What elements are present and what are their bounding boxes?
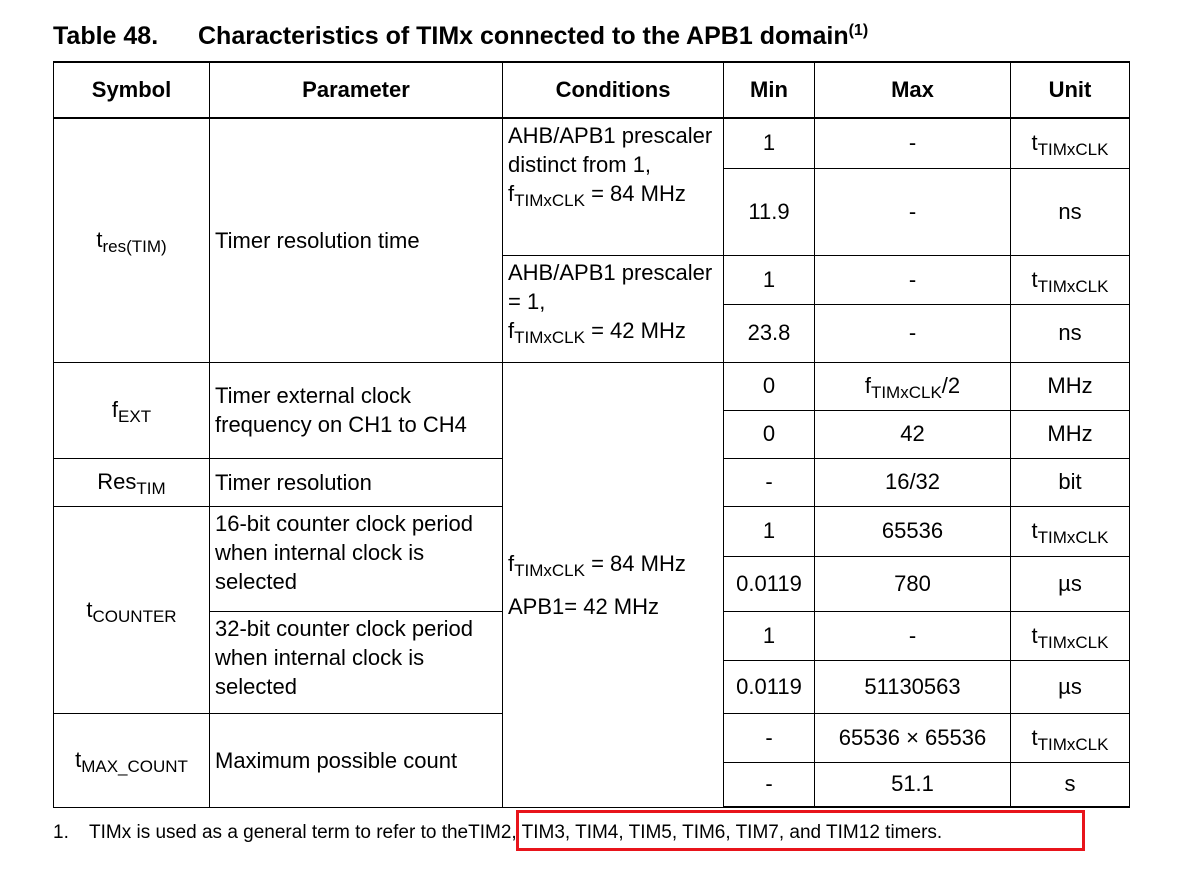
table-caption: Table 48. Characteristics of TIMx connect… xyxy=(53,22,868,51)
header-conditions: Conditions xyxy=(502,61,724,119)
max-cell: 780 xyxy=(814,555,1011,612)
shared-conditions-cell: fTIMxCLK = 84 MHz APB1= 42 MHz xyxy=(502,361,724,808)
footnote-ref: (1) xyxy=(848,22,869,39)
min-cell: 1 xyxy=(723,505,815,557)
min-cell: 1 xyxy=(723,610,815,661)
header-unit: Unit xyxy=(1010,61,1130,119)
header-symbol: Symbol xyxy=(53,61,210,119)
symbol-cell: tMAX_COUNT xyxy=(53,712,210,808)
table-row: 0.0119 51130563 µs xyxy=(54,659,1130,714)
symbol-cell: tCOUNTER xyxy=(53,505,210,714)
unit-cell: bit xyxy=(1010,457,1130,507)
min-cell: 1 xyxy=(723,117,815,169)
max-cell: - xyxy=(814,303,1011,363)
parameter-cell: Timer external clock frequency on CH1 to… xyxy=(209,361,503,459)
unit-cell: µs xyxy=(1010,555,1130,612)
parameter-cell: 16-bit counter clock period when interna… xyxy=(209,505,503,612)
table-row: tMAX_COUNT Maximum possible count - 6553… xyxy=(53,712,1130,808)
header-min: Min xyxy=(723,61,815,119)
max-cell: 51.1 xyxy=(814,761,1011,808)
max-cell: - xyxy=(814,610,1011,661)
min-cell: - xyxy=(723,761,815,808)
max-cell: - xyxy=(814,117,1011,169)
table-number: Table 48. xyxy=(53,22,159,50)
table-row: 0 42 MHz xyxy=(54,409,1130,459)
footnote-text: TIMx is used as a general term to refer … xyxy=(89,822,469,843)
unit-cell: MHz xyxy=(1010,409,1130,459)
table-row: 11.9 - ns xyxy=(54,167,1130,256)
min-cell: - xyxy=(723,457,815,507)
symbol-cell: tres(TIM) xyxy=(53,117,210,363)
max-cell: 65536 xyxy=(814,505,1011,557)
unit-cell: tTIMxCLK xyxy=(1010,254,1130,305)
table-row: AHB/APB1 prescaler = 1, fTIMxCLK = 42 MHz… xyxy=(54,254,1130,363)
min-cell: 0.0119 xyxy=(723,555,815,612)
unit-cell: tTIMxCLK xyxy=(1010,117,1130,169)
unit-cell: tTIMxCLK xyxy=(1010,505,1130,557)
header-row: Symbol Parameter Conditions Min Max Unit xyxy=(53,61,1130,119)
footnote: 1. TIMx is used as a general term to refe… xyxy=(53,822,942,844)
conditions-cell: AHB/APB1 prescaler = 1, fTIMxCLK = 42 MHz xyxy=(502,254,724,363)
parameter-cell: Maximum possible count xyxy=(209,712,503,808)
min-cell: - xyxy=(723,712,815,763)
table-row: tCOUNTER 16-bit counter clock period whe… xyxy=(53,505,1130,714)
unit-cell: ns xyxy=(1010,167,1130,256)
conditions-cell: AHB/APB1 prescaler distinct from 1, fTIM… xyxy=(502,117,724,256)
unit-cell: tTIMxCLK xyxy=(1010,610,1130,661)
table-row: tres(TIM) Timer resolution time AHB/APB1… xyxy=(53,117,1130,363)
timer-characteristics-table: Symbol Parameter Conditions Min Max Unit… xyxy=(53,61,1130,808)
max-cell: 51130563 xyxy=(814,659,1011,714)
min-cell: 0 xyxy=(723,361,815,411)
parameter-cell: Timer resolution time xyxy=(209,117,503,363)
parameter-cell: 32-bit counter clock period when interna… xyxy=(209,610,503,714)
footnote-number: 1. xyxy=(53,822,69,843)
max-cell: 16/32 xyxy=(814,457,1011,507)
highlight-box xyxy=(516,810,1085,851)
min-cell: 1 xyxy=(723,254,815,305)
unit-cell: s xyxy=(1010,761,1130,808)
max-cell: 65536 × 65536 xyxy=(814,712,1011,763)
symbol-cell: fEXT xyxy=(53,361,210,459)
table-row: 23.8 - ns xyxy=(54,303,1130,363)
max-cell: - xyxy=(814,167,1011,256)
max-cell: - xyxy=(814,254,1011,305)
min-cell: 0 xyxy=(723,409,815,459)
table-title: Characteristics of TIMx connected to the… xyxy=(198,22,849,50)
symbol-cell: ResTIM xyxy=(53,457,210,507)
min-cell: 11.9 xyxy=(723,167,815,256)
unit-cell: µs xyxy=(1010,659,1130,714)
unit-cell: ns xyxy=(1010,303,1130,363)
unit-cell: MHz xyxy=(1010,361,1130,411)
header-max: Max xyxy=(814,61,1011,119)
max-cell: fTIMxCLK/2 xyxy=(814,361,1011,411)
table-row: ResTIM Timer resolution - 16/32 bit xyxy=(53,457,1130,507)
max-cell: 42 xyxy=(814,409,1011,459)
min-cell: 23.8 xyxy=(723,303,815,363)
table-row: - 51.1 s xyxy=(54,761,1130,808)
header-parameter: Parameter xyxy=(209,61,503,119)
min-cell: 0.0119 xyxy=(723,659,815,714)
unit-cell: tTIMxCLK xyxy=(1010,712,1130,763)
parameter-cell: Timer resolution xyxy=(209,457,503,507)
table-row: fEXT Timer external clock frequency on C… xyxy=(53,361,1130,808)
footnote-timer-list: TIM2, TIM3, TIM4, TIM5, TIM6, TIM7, and … xyxy=(468,822,943,843)
